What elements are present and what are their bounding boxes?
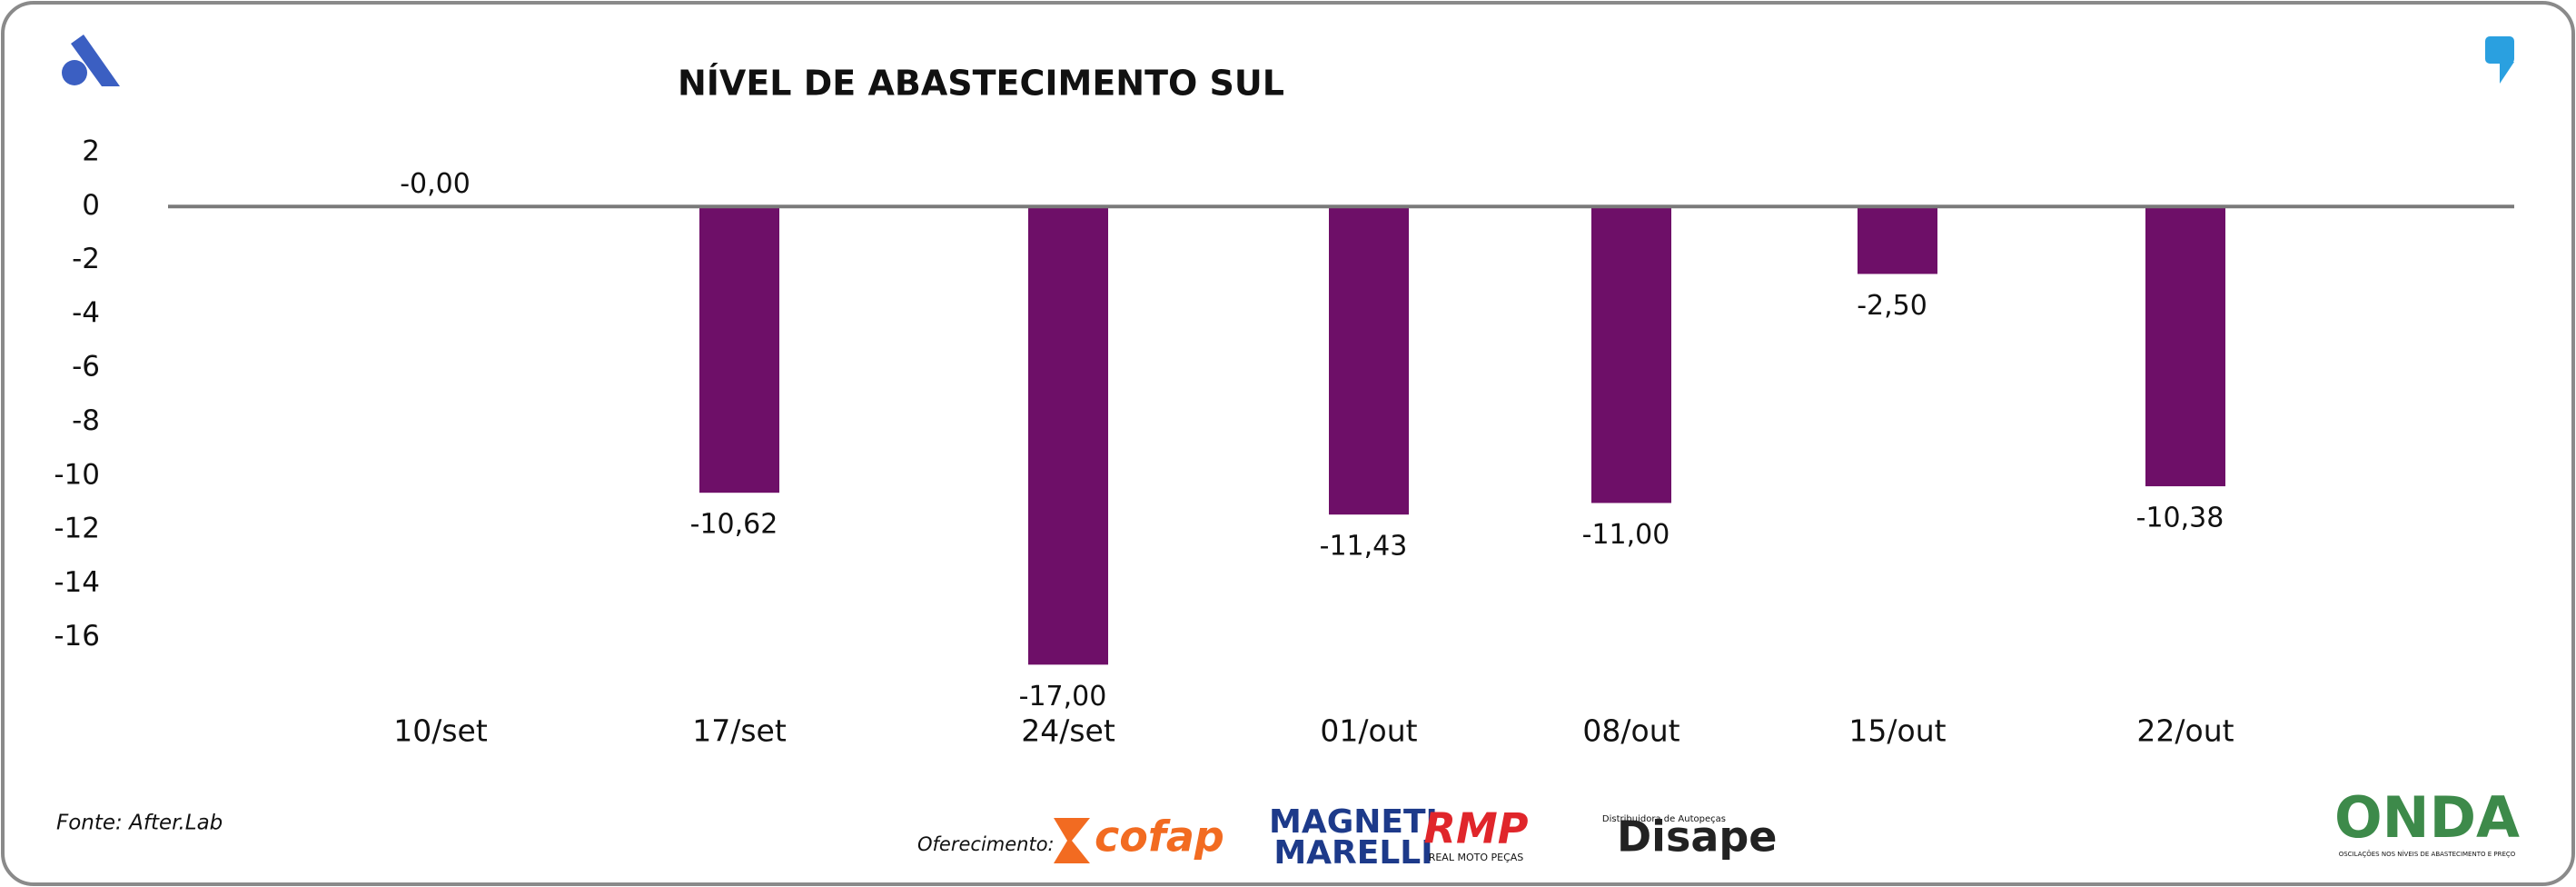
- sponsor-magneti: MAGNETI: [1269, 803, 1438, 841]
- sponsor-marelli: MARELLI: [1273, 834, 1432, 872]
- y-tick-label: -16: [54, 620, 100, 653]
- source: Fonte: After.Lab: [56, 812, 223, 835]
- data-label: -11,00: [1582, 519, 1670, 551]
- data-label: -2,50: [1857, 290, 1927, 322]
- data-label: -11,43: [1320, 531, 1408, 563]
- bar: [1028, 206, 1108, 665]
- sponsor-disape-tagline: Distribuidora de Autopeças: [1602, 814, 1726, 824]
- x-tick-label: 01/out: [1320, 713, 1417, 749]
- data-label: -17,00: [1019, 681, 1107, 713]
- x-tick-label: 15/out: [1848, 713, 1946, 749]
- sponsor-disape: Disape: [1617, 812, 1778, 862]
- brand: ONDA: [2334, 784, 2520, 851]
- y-tick-label: -2: [72, 243, 100, 275]
- data-label: -0,00: [400, 168, 471, 200]
- bar: [2145, 206, 2225, 487]
- y-tick-label: 0: [82, 189, 100, 222]
- sponsor-logos: cofap MAGNETI MARELLI RMP REAL MOTO PEÇA…: [1054, 803, 1778, 872]
- sponsor-rmp-tagline: REAL MOTO PEÇAS: [1429, 852, 1524, 863]
- data-label: -10,38: [2136, 503, 2224, 534]
- sponsor-label: Oferecimento:: [917, 833, 1055, 855]
- x-tick-label: 08/out: [1582, 713, 1679, 749]
- y-tick-label: -10: [54, 458, 100, 491]
- y-tick-label: -8: [72, 404, 100, 437]
- bar: [1858, 206, 1937, 274]
- bar: [1329, 206, 1409, 515]
- bar: [1591, 206, 1671, 503]
- x-tick-label: 10/set: [393, 713, 488, 749]
- bar: [699, 206, 779, 493]
- y-tick-label: -4: [72, 296, 100, 329]
- brand-tagline: OSCILAÇÕES NOS NÍVEIS DE ABASTECIMENTO E…: [2339, 850, 2516, 858]
- y-tick-label: -14: [54, 566, 100, 599]
- sponsor-cofap: cofap: [1095, 812, 1224, 862]
- y-tick-label: -6: [72, 351, 100, 384]
- x-tick-label: 24/set: [1021, 713, 1115, 749]
- x-tick-label: 22/out: [2136, 713, 2234, 749]
- x-tick-label: 17/set: [692, 713, 787, 749]
- y-tick-label: 2: [82, 135, 100, 168]
- cofap-icon: [1054, 818, 1090, 863]
- top-left-logo: [62, 35, 120, 86]
- sponsor-rmp: RMP: [1424, 804, 1529, 853]
- chart-title: NÍVEL DE ABASTECIMENTO SUL: [678, 64, 1284, 104]
- y-tick-label: -12: [54, 513, 100, 545]
- top-right-logo: [2485, 36, 2514, 84]
- data-label: -10,62: [690, 509, 778, 541]
